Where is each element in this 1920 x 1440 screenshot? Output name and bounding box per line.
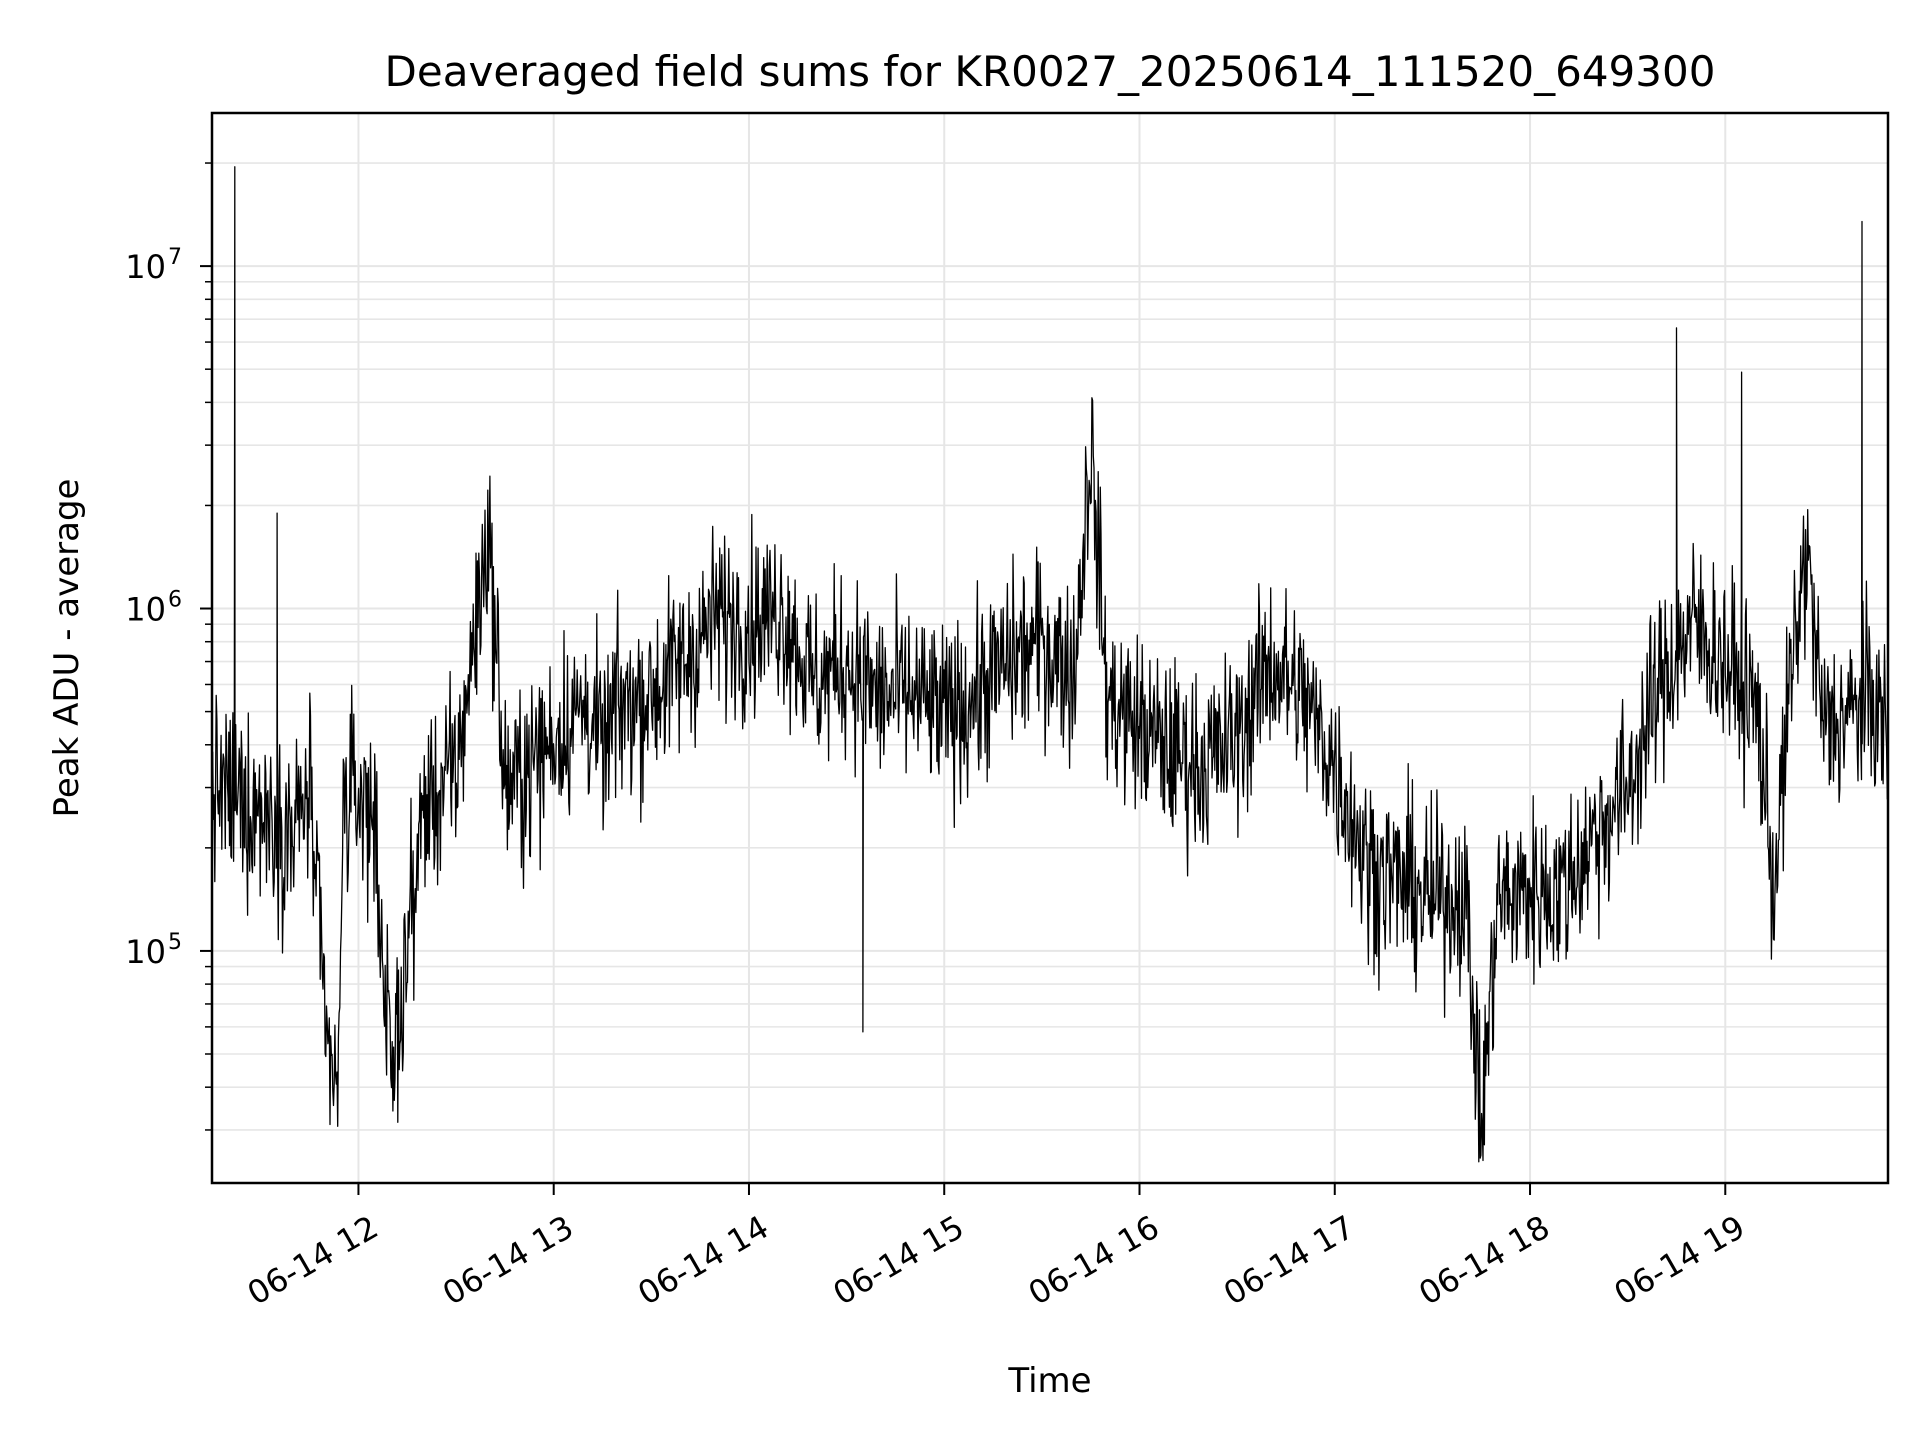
x-axis-label: Time [1007, 1361, 1091, 1401]
y-tick-exponent: 6 [168, 588, 182, 613]
y-tick-exponent: 5 [168, 930, 182, 955]
plot-frame [210, 111, 1890, 1185]
series-line-0 [211, 166, 1889, 1163]
y-tick-exponent: 7 [168, 245, 182, 270]
y-axis-label: Peak ADU - average [47, 479, 87, 818]
chart-title: Deaveraged field sums for KR0027_2025061… [385, 47, 1716, 96]
series-layer [211, 166, 1889, 1163]
